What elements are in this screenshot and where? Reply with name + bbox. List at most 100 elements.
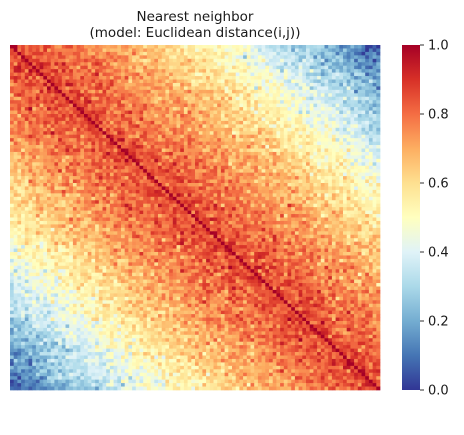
- heatmap-cell: [10, 86, 15, 91]
- heatmap-cell: [169, 62, 174, 67]
- heatmap-cell: [102, 48, 107, 53]
- heatmap-cell: [58, 127, 63, 132]
- heatmap-cell: [24, 76, 29, 80]
- chart-title-line-1: Nearest neighbor: [137, 9, 254, 25]
- heatmap-cell: [91, 58, 96, 63]
- heatmap-cell: [206, 93, 211, 98]
- heatmap-cell: [13, 210, 18, 215]
- heatmap-cell: [243, 214, 248, 218]
- heatmap-cell: [154, 189, 159, 194]
- heatmap-cell: [43, 183, 48, 187]
- heatmap-cell: [183, 162, 188, 167]
- heatmap-cell: [80, 179, 85, 184]
- heatmap-cell: [87, 210, 92, 215]
- heatmap-cell: [135, 100, 140, 104]
- heatmap-cell: [50, 62, 55, 67]
- heatmap-cell: [343, 86, 348, 91]
- heatmap-cell: [232, 45, 237, 49]
- heatmap-cell: [213, 86, 218, 91]
- heatmap-cell: [172, 169, 177, 173]
- heatmap-cell: [113, 127, 118, 132]
- heatmap-cell: [43, 51, 48, 56]
- heatmap-cell: [298, 176, 303, 180]
- heatmap-cell: [328, 96, 333, 101]
- heatmap-cell: [191, 176, 196, 180]
- heatmap-cell: [320, 196, 325, 201]
- heatmap-cell: [306, 165, 311, 170]
- heatmap-cell: [35, 200, 40, 205]
- heatmap-cell: [354, 131, 359, 136]
- heatmap-cell: [154, 100, 159, 104]
- heatmap-cell: [10, 193, 15, 198]
- heatmap-cell: [139, 148, 144, 153]
- heatmap-cell: [10, 120, 15, 125]
- heatmap-cell: [254, 110, 259, 115]
- heatmap-cell: [206, 69, 211, 73]
- heatmap-cell: [165, 62, 170, 67]
- heatmap-cell: [32, 103, 37, 108]
- heatmap-cell: [91, 203, 96, 208]
- heatmap-cell: [209, 110, 214, 115]
- heatmap-cell: [206, 162, 211, 167]
- heatmap-cell: [269, 127, 274, 132]
- heatmap-cell: [202, 214, 207, 218]
- heatmap-cell: [102, 141, 107, 146]
- heatmap-cell: [135, 207, 140, 211]
- heatmap-cell: [291, 127, 296, 132]
- heatmap-cell: [183, 120, 188, 125]
- heatmap-cell: [250, 214, 255, 218]
- heatmap-cell: [291, 196, 296, 201]
- heatmap-cell: [294, 96, 299, 101]
- heatmap-cell: [54, 176, 59, 180]
- heatmap-cell: [98, 86, 103, 91]
- heatmap-cell: [198, 86, 203, 91]
- heatmap-cell: [58, 176, 63, 180]
- heatmap-cell: [24, 51, 29, 56]
- heatmap-cell: [235, 162, 240, 167]
- heatmap-cell: [32, 200, 37, 205]
- heatmap-cell: [39, 93, 44, 98]
- heatmap-cell: [98, 141, 103, 146]
- heatmap-cell: [84, 62, 89, 67]
- heatmap-cell: [65, 189, 70, 194]
- heatmap-cell: [98, 131, 103, 136]
- heatmap-cell: [302, 107, 307, 111]
- heatmap-cell: [61, 107, 66, 111]
- heatmap-cell: [283, 124, 288, 129]
- heatmap-cell: [320, 45, 325, 49]
- heatmap-cell: [328, 131, 333, 136]
- heatmap-cell: [169, 162, 174, 167]
- heatmap-cell: [47, 141, 52, 146]
- heatmap-cell: [128, 96, 133, 101]
- heatmap-cell: [150, 62, 155, 67]
- heatmap-cell: [187, 79, 192, 84]
- heatmap-cell: [283, 55, 288, 60]
- heatmap-cell: [28, 172, 33, 177]
- heatmap-cell: [154, 82, 159, 87]
- heatmap-cell: [165, 172, 170, 177]
- heatmap-cell: [139, 138, 144, 142]
- heatmap-cell: [76, 58, 81, 63]
- heatmap-cell: [217, 86, 222, 91]
- heatmap-cell: [17, 172, 22, 177]
- heatmap-cell: [291, 120, 296, 125]
- heatmap-cell: [283, 120, 288, 125]
- heatmap-cell: [328, 69, 333, 73]
- heatmap-cell: [61, 124, 66, 129]
- heatmap-cell: [84, 103, 89, 108]
- heatmap-cell: [21, 165, 26, 170]
- heatmap-cell: [65, 96, 70, 101]
- heatmap-cell: [87, 89, 92, 94]
- heatmap-cell: [243, 107, 248, 111]
- heatmap-cell: [287, 145, 292, 149]
- heatmap-cell: [158, 158, 163, 163]
- heatmap-cell: [84, 186, 89, 191]
- heatmap-cell: [202, 79, 207, 84]
- heatmap-cell: [280, 169, 285, 173]
- heatmap-cell: [98, 72, 103, 77]
- heatmap-cell: [261, 172, 266, 177]
- heatmap-cell: [183, 127, 188, 132]
- heatmap-cell: [228, 131, 233, 136]
- heatmap-cell: [35, 138, 40, 142]
- heatmap-cell: [213, 138, 218, 142]
